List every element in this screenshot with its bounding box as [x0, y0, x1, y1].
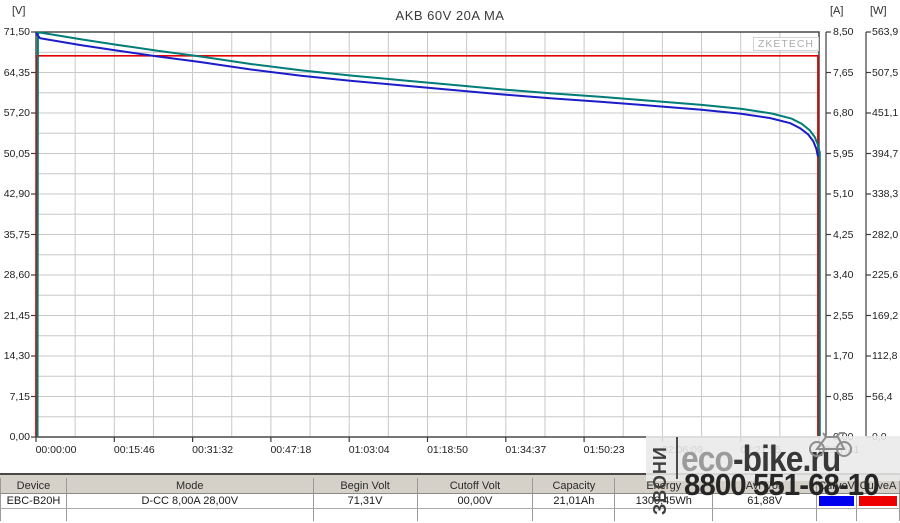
table-top-strip: [0, 475, 900, 478]
header-cutoff-volt: Cutoff Volt: [418, 478, 534, 493]
watermark-brand-eco: eco: [681, 438, 734, 479]
chart-plot-area[interactable]: [0, 0, 900, 470]
voltage-tick-label: 50,05: [3, 147, 30, 160]
voltage-tick-label: 7,15: [9, 390, 30, 403]
watermark-call-text: ЗВОНИ: [650, 446, 670, 515]
table-header-row: Device Mode Begin Volt Cutoff Volt Capac…: [0, 478, 900, 494]
time-tick-label: 00:47:18: [270, 444, 312, 456]
voltage-tick-label: 42,90: [3, 188, 30, 200]
power-tick-label: 451,1: [872, 107, 899, 119]
voltage-tick-label: 64,35: [3, 66, 30, 79]
voltage-tick-label: 0,00: [9, 431, 30, 443]
voltage-tick-label: 21,45: [3, 309, 30, 322]
power-tick-label: 56,4: [872, 390, 893, 403]
power-axis-unit: [W]: [870, 5, 887, 17]
value-cutoff-volt: 00,00V: [418, 494, 534, 508]
chart-title: AKB 60V 20A MA: [395, 8, 505, 23]
header-mode: Mode: [67, 478, 314, 493]
time-tick-label: 00:31:32: [192, 444, 234, 456]
current-tick-label: 7,65: [833, 66, 854, 79]
current-tick-label: 2,55: [833, 309, 854, 322]
value-begin-volt: 71,31V: [314, 494, 418, 508]
current-axis-unit: [A]: [830, 5, 844, 17]
current-tick-label: 1,70: [833, 350, 854, 362]
voltage-tick-label: 28,60: [3, 269, 30, 281]
header-energy: Energy: [615, 478, 714, 493]
header-avr-volt: Avr Volt: [713, 478, 818, 493]
current-tick-label: 0,85: [833, 390, 854, 403]
current-tick-label: 3,40: [833, 269, 854, 281]
power-tick-label: 169,2: [872, 309, 899, 322]
value-avr-volt: 61,88V: [713, 494, 818, 508]
table-value-row: EBC-B20H D-CC 8,00A 28,00V 71,31V 00,00V…: [0, 494, 900, 509]
voltage-tick-label: 57,20: [3, 107, 30, 119]
power-tick-label: 394,7: [872, 147, 899, 160]
curve-v-color-swatch: [819, 496, 855, 506]
series-current: [35, 55, 819, 438]
time-tick-label: 00:00:00: [35, 444, 77, 456]
value-capacity: 21,01Ah: [533, 494, 616, 508]
header-capacity: Capacity: [533, 478, 616, 493]
zketech-logo: ZKETECH: [753, 37, 819, 51]
current-tick-label: 5,10: [833, 188, 854, 200]
value-energy: 1300,45Wh: [615, 494, 714, 508]
power-tick-label: 507,5: [872, 66, 899, 79]
curve-a-color-swatch: [859, 496, 897, 506]
power-tick-label: 338,3: [872, 188, 899, 200]
current-tick-label: 5,95: [833, 147, 854, 160]
header-curve-v: CurveV: [817, 478, 858, 493]
voltage-axis-unit: [V]: [12, 5, 26, 17]
voltage-tick-label: 35,75: [3, 228, 30, 241]
series-voltage: [35, 32, 819, 157]
current-tick-label: 8,50: [833, 26, 854, 38]
current-tick-label: 4,25: [833, 228, 854, 241]
header-begin-volt: Begin Volt: [314, 478, 418, 493]
results-table: Device Mode Begin Volt Cutoff Volt Capac…: [0, 473, 900, 523]
series-power: [36, 31, 821, 438]
time-tick-label: 01:03:04: [348, 444, 390, 456]
table-empty-row: [0, 509, 900, 521]
power-tick-label: 225,6: [872, 269, 899, 281]
power-tick-label: 563,9: [872, 26, 899, 38]
watermark-divider: [676, 437, 678, 479]
voltage-tick-label: 14,30: [3, 350, 30, 362]
value-mode: D-CC 8,00A 28,00V: [67, 494, 314, 508]
time-tick-label: 00:15:46: [113, 444, 155, 456]
bicycle-icon: [809, 432, 852, 457]
watermark-phone-number: 8800 551-68-10: [684, 467, 880, 502]
header-device: Device: [1, 478, 67, 493]
watermark-background: [646, 436, 900, 481]
time-tick-label: 01:34:37: [505, 444, 547, 456]
current-tick-label: 6,80: [833, 107, 854, 119]
voltage-tick-label: 71,50: [3, 26, 30, 38]
time-tick-label: 01:50:23: [583, 444, 625, 456]
value-curve-v: [817, 494, 858, 508]
value-device: EBC-B20H: [1, 494, 67, 508]
power-tick-label: 112,8: [872, 350, 898, 362]
discharge-chart: [V] [A] [W] AKB 60V 20A MA ZKETECH 71,50…: [0, 0, 900, 470]
time-tick-label: 01:18:50: [427, 444, 468, 456]
power-tick-label: 282,0: [872, 228, 899, 241]
